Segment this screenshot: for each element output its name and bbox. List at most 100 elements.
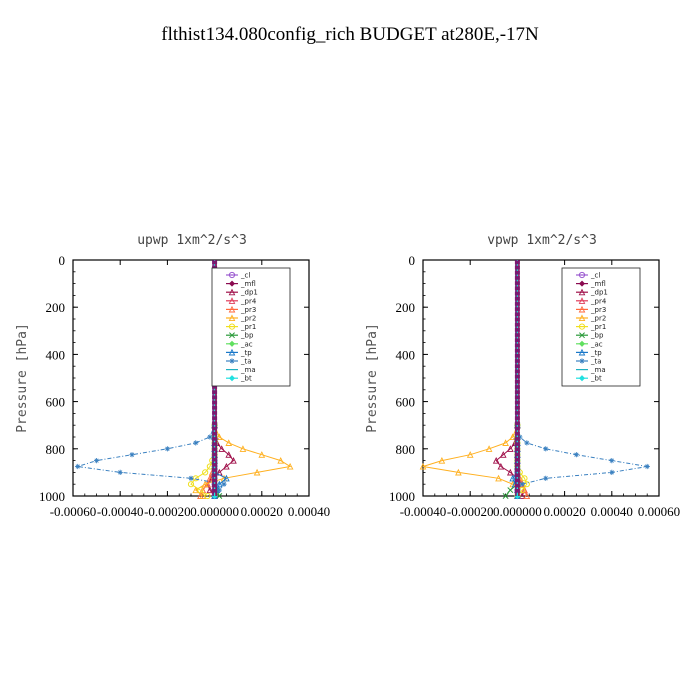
series-ta-marker xyxy=(94,458,100,464)
legend-pr3-marker xyxy=(578,305,586,313)
series-pr3-marker xyxy=(521,486,528,494)
y-tick-label: 1000 xyxy=(389,489,415,504)
legend-tp-marker xyxy=(578,348,586,356)
legend-label: _bt xyxy=(240,375,252,383)
legend-pr1-marker xyxy=(228,323,236,330)
legend-label: _ac xyxy=(590,340,603,348)
zero-profile-marker xyxy=(212,426,218,431)
y-axis-label-upwp: Pressure [hPa] xyxy=(15,323,30,433)
x-tick-label: 0.00020 xyxy=(543,504,585,519)
zero-profile-marker xyxy=(514,411,520,415)
series-ta-marker xyxy=(543,475,549,481)
zero-profile-marker xyxy=(212,265,218,270)
zero-profile-marker xyxy=(514,385,520,389)
legend-dp1-marker xyxy=(578,288,586,296)
series-pr2-marker xyxy=(199,492,207,500)
zero-profile-marker xyxy=(212,463,218,467)
legend-label: _dp1 xyxy=(240,289,258,297)
y-tick-label: 400 xyxy=(46,347,66,362)
zero-profile-marker xyxy=(514,265,520,270)
legend-label: _cl xyxy=(590,272,600,280)
legend-label: _tp xyxy=(590,349,602,357)
series-ta-marker xyxy=(644,463,650,470)
x-tick-label: -0.00020 xyxy=(144,504,191,519)
series-pr2-marker xyxy=(286,462,294,470)
y-tick-label: 0 xyxy=(59,253,66,268)
zero-profile-marker xyxy=(514,395,520,400)
legend-item-pr2: _pr2 xyxy=(576,314,606,323)
zero-profile-marker xyxy=(514,369,520,374)
zero-profile-marker xyxy=(514,400,520,405)
legend-cl-marker xyxy=(228,271,236,279)
legend-item-cl: _cl xyxy=(576,272,600,280)
series-line-pr1 xyxy=(190,260,216,497)
series-pr2-marker xyxy=(253,468,261,476)
legend-pr2-marker xyxy=(578,314,586,322)
series-pr1-marker xyxy=(204,492,211,500)
series-group-vpwp xyxy=(419,260,650,500)
legend-label: _pr3 xyxy=(240,306,256,314)
legend-ac-marker xyxy=(228,340,236,347)
y-tick-label: 400 xyxy=(396,347,416,362)
legend-item-dp1: _dp1 xyxy=(576,288,608,297)
legend-label: _pr2 xyxy=(590,315,606,323)
zero-profile-marker xyxy=(514,426,520,431)
legend-bp-marker xyxy=(579,332,585,339)
legend-item-ma: _ma xyxy=(576,366,606,374)
legend-label: _pr1 xyxy=(590,323,606,331)
legend-pr3-marker xyxy=(228,305,236,313)
legend-pr1-marker xyxy=(578,323,586,330)
series-ta-marker xyxy=(193,440,199,446)
zero-profile-marker xyxy=(514,307,520,311)
zero-profile-marker xyxy=(212,405,218,410)
legend-label: _ta xyxy=(240,358,252,366)
series-pr2-marker xyxy=(239,445,247,452)
series-pr2-marker xyxy=(192,486,200,494)
series-ta-marker xyxy=(609,458,615,464)
series-pr2-marker xyxy=(215,433,223,441)
zero-profile-marker xyxy=(514,489,520,493)
series-dp1-marker xyxy=(492,456,500,464)
panel-title-upwp: upwp 1xm^2/s^3 xyxy=(137,233,247,248)
series-ta-marker xyxy=(75,463,81,470)
zero-profile-marker xyxy=(514,354,520,358)
series-bp-marker xyxy=(216,493,223,499)
zero-profile-marker xyxy=(514,317,520,322)
series-dp1-marker xyxy=(506,445,514,452)
legend-item-ac: _ac xyxy=(226,340,253,348)
series-pr2-marker xyxy=(419,462,427,470)
x-tick-label: 0.000000 xyxy=(190,504,239,519)
zero-profile-marker xyxy=(514,463,520,467)
legend-item-bt: _bt xyxy=(226,375,252,383)
zero-profile-marker xyxy=(514,447,520,452)
zero-profile-marker xyxy=(514,483,520,488)
zero-profile-marker xyxy=(514,338,520,343)
x-tick-label: 0.000000 xyxy=(493,504,542,519)
legend-item-pr3: _pr3 xyxy=(576,305,606,314)
zero-profile-marker xyxy=(514,302,520,306)
legend-item-ma: _ma xyxy=(226,366,256,374)
x-tick-label: 0.00040 xyxy=(591,504,633,519)
series-pr2-marker xyxy=(495,474,502,482)
zero-profile-marker xyxy=(514,379,520,384)
legend-bp-marker xyxy=(229,332,235,339)
zero-profile-marker xyxy=(514,322,520,327)
series-dp1-marker xyxy=(206,486,214,494)
series-pr2-marker xyxy=(201,480,209,488)
series-pr2-marker xyxy=(225,439,233,446)
legend-bt-marker xyxy=(578,375,586,382)
series-bp-marker xyxy=(502,493,509,499)
legend-item-mfl: _mfl xyxy=(576,280,606,288)
series-line-ta xyxy=(77,260,225,497)
series-dp1-marker xyxy=(230,456,237,464)
series-pr2-marker xyxy=(277,456,285,464)
y-tick-label: 600 xyxy=(396,395,416,410)
legend-label: _dp1 xyxy=(590,289,608,297)
series-pr2-marker xyxy=(466,451,474,458)
zero-profile-marker xyxy=(212,489,218,493)
series-pr1-marker xyxy=(197,487,204,494)
legend-box xyxy=(211,267,291,387)
series-ta-marker xyxy=(221,481,227,487)
series-ta-marker xyxy=(573,452,579,458)
legend-ta-marker xyxy=(579,358,585,364)
